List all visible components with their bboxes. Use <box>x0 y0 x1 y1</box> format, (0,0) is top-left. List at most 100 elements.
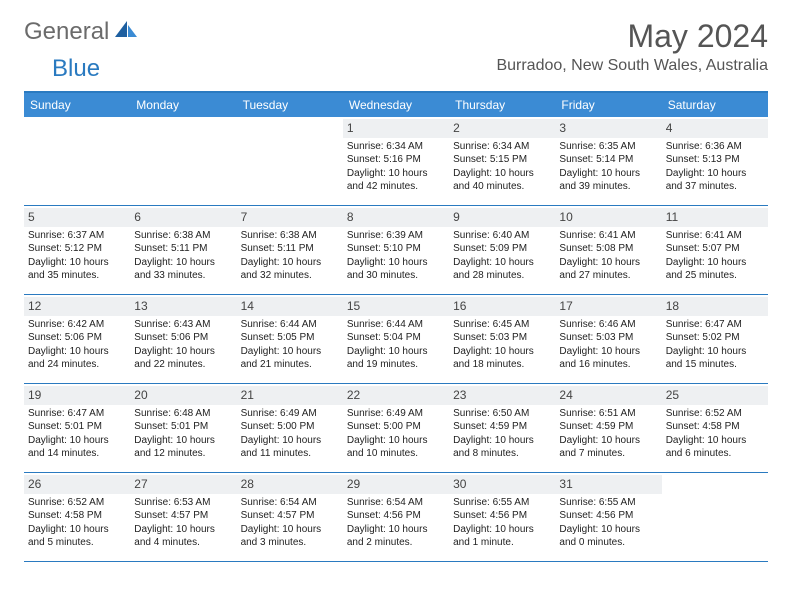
day-number-band: 15 <box>343 297 449 316</box>
day-number: 24 <box>559 388 572 402</box>
sunset-text: Sunset: 4:56 PM <box>347 509 445 523</box>
daylight-text: Daylight: 10 hours and 30 minutes. <box>347 256 445 283</box>
sunrise-text: Sunrise: 6:34 AM <box>453 140 551 154</box>
day-cell: 24Sunrise: 6:51 AMSunset: 4:59 PMDayligh… <box>555 384 661 472</box>
day-number: 2 <box>453 121 460 135</box>
sunset-text: Sunset: 5:00 PM <box>347 420 445 434</box>
day-number: 10 <box>559 210 572 224</box>
day-cell <box>237 117 343 205</box>
day-number-band: 25 <box>662 386 768 405</box>
week-row: 19Sunrise: 6:47 AMSunset: 5:01 PMDayligh… <box>24 384 768 473</box>
day-number-band: 3 <box>555 119 661 138</box>
day-number-band: 17 <box>555 297 661 316</box>
day-number: 6 <box>134 210 141 224</box>
sunrise-text: Sunrise: 6:41 AM <box>559 229 657 243</box>
sunrise-text: Sunrise: 6:35 AM <box>559 140 657 154</box>
sunrise-text: Sunrise: 6:38 AM <box>134 229 232 243</box>
day-number <box>134 121 137 135</box>
day-number-band <box>662 475 768 494</box>
sunset-text: Sunset: 5:13 PM <box>666 153 764 167</box>
sunset-text: Sunset: 5:04 PM <box>347 331 445 345</box>
day-cell: 10Sunrise: 6:41 AMSunset: 5:08 PMDayligh… <box>555 206 661 294</box>
sunrise-text: Sunrise: 6:48 AM <box>134 407 232 421</box>
day-cell: 11Sunrise: 6:41 AMSunset: 5:07 PMDayligh… <box>662 206 768 294</box>
title-block: May 2024 Burradoo, New South Wales, Aust… <box>496 18 768 75</box>
day-number: 29 <box>347 477 360 491</box>
daylight-text: Daylight: 10 hours and 19 minutes. <box>347 345 445 372</box>
dow-tuesday: Tuesday <box>237 93 343 117</box>
daylight-text: Daylight: 10 hours and 3 minutes. <box>241 523 339 550</box>
day-number-band: 29 <box>343 475 449 494</box>
daylight-text: Daylight: 10 hours and 25 minutes. <box>666 256 764 283</box>
sunset-text: Sunset: 5:14 PM <box>559 153 657 167</box>
daylight-text: Daylight: 10 hours and 1 minute. <box>453 523 551 550</box>
day-number-band: 5 <box>24 208 130 227</box>
calendar-page: General May 2024 Burradoo, New South Wal… <box>0 0 792 580</box>
day-number: 15 <box>347 299 360 313</box>
sunset-text: Sunset: 5:01 PM <box>28 420 126 434</box>
daylight-text: Daylight: 10 hours and 27 minutes. <box>559 256 657 283</box>
daylight-text: Daylight: 10 hours and 21 minutes. <box>241 345 339 372</box>
week-row: 26Sunrise: 6:52 AMSunset: 4:58 PMDayligh… <box>24 473 768 562</box>
day-number-band: 7 <box>237 208 343 227</box>
daylight-text: Daylight: 10 hours and 28 minutes. <box>453 256 551 283</box>
daylight-text: Daylight: 10 hours and 8 minutes. <box>453 434 551 461</box>
day-number-band: 28 <box>237 475 343 494</box>
day-number: 18 <box>666 299 679 313</box>
location-text: Burradoo, New South Wales, Australia <box>496 57 768 75</box>
sunrise-text: Sunrise: 6:44 AM <box>241 318 339 332</box>
daylight-text: Daylight: 10 hours and 35 minutes. <box>28 256 126 283</box>
daylight-text: Daylight: 10 hours and 14 minutes. <box>28 434 126 461</box>
day-number-band: 1 <box>343 119 449 138</box>
sunrise-text: Sunrise: 6:45 AM <box>453 318 551 332</box>
sunrise-text: Sunrise: 6:39 AM <box>347 229 445 243</box>
day-cell: 22Sunrise: 6:49 AMSunset: 5:00 PMDayligh… <box>343 384 449 472</box>
day-cell <box>24 117 130 205</box>
day-number-band: 23 <box>449 386 555 405</box>
day-number-band: 6 <box>130 208 236 227</box>
day-number-band: 20 <box>130 386 236 405</box>
daylight-text: Daylight: 10 hours and 18 minutes. <box>453 345 551 372</box>
day-number-band: 30 <box>449 475 555 494</box>
day-number: 22 <box>347 388 360 402</box>
sunrise-text: Sunrise: 6:47 AM <box>666 318 764 332</box>
daylight-text: Daylight: 10 hours and 5 minutes. <box>28 523 126 550</box>
sunset-text: Sunset: 5:06 PM <box>28 331 126 345</box>
dow-header-row: Sunday Monday Tuesday Wednesday Thursday… <box>24 93 768 117</box>
day-number: 17 <box>559 299 572 313</box>
day-number-band: 27 <box>130 475 236 494</box>
daylight-text: Daylight: 10 hours and 16 minutes. <box>559 345 657 372</box>
day-cell: 15Sunrise: 6:44 AMSunset: 5:04 PMDayligh… <box>343 295 449 383</box>
day-cell: 5Sunrise: 6:37 AMSunset: 5:12 PMDaylight… <box>24 206 130 294</box>
day-number-band: 8 <box>343 208 449 227</box>
day-number-band: 12 <box>24 297 130 316</box>
day-number <box>241 121 244 135</box>
day-number: 16 <box>453 299 466 313</box>
day-number: 3 <box>559 121 566 135</box>
day-cell: 12Sunrise: 6:42 AMSunset: 5:06 PMDayligh… <box>24 295 130 383</box>
day-number-band: 21 <box>237 386 343 405</box>
sunset-text: Sunset: 5:02 PM <box>666 331 764 345</box>
day-number: 30 <box>453 477 466 491</box>
day-number: 25 <box>666 388 679 402</box>
sunset-text: Sunset: 4:57 PM <box>134 509 232 523</box>
day-cell: 9Sunrise: 6:40 AMSunset: 5:09 PMDaylight… <box>449 206 555 294</box>
month-title: May 2024 <box>496 18 768 55</box>
week-row: 12Sunrise: 6:42 AMSunset: 5:06 PMDayligh… <box>24 295 768 384</box>
day-number-band: 2 <box>449 119 555 138</box>
week-row: 5Sunrise: 6:37 AMSunset: 5:12 PMDaylight… <box>24 206 768 295</box>
sunrise-text: Sunrise: 6:52 AM <box>28 496 126 510</box>
day-number: 23 <box>453 388 466 402</box>
daylight-text: Daylight: 10 hours and 12 minutes. <box>134 434 232 461</box>
week-row: 1Sunrise: 6:34 AMSunset: 5:16 PMDaylight… <box>24 117 768 206</box>
day-number-band: 19 <box>24 386 130 405</box>
day-cell <box>130 117 236 205</box>
calendar-table: Sunday Monday Tuesday Wednesday Thursday… <box>24 91 768 562</box>
daylight-text: Daylight: 10 hours and 39 minutes. <box>559 167 657 194</box>
day-number-band: 24 <box>555 386 661 405</box>
sunrise-text: Sunrise: 6:47 AM <box>28 407 126 421</box>
sunset-text: Sunset: 5:01 PM <box>134 420 232 434</box>
day-number-band: 4 <box>662 119 768 138</box>
day-cell: 23Sunrise: 6:50 AMSunset: 4:59 PMDayligh… <box>449 384 555 472</box>
sunrise-text: Sunrise: 6:54 AM <box>347 496 445 510</box>
